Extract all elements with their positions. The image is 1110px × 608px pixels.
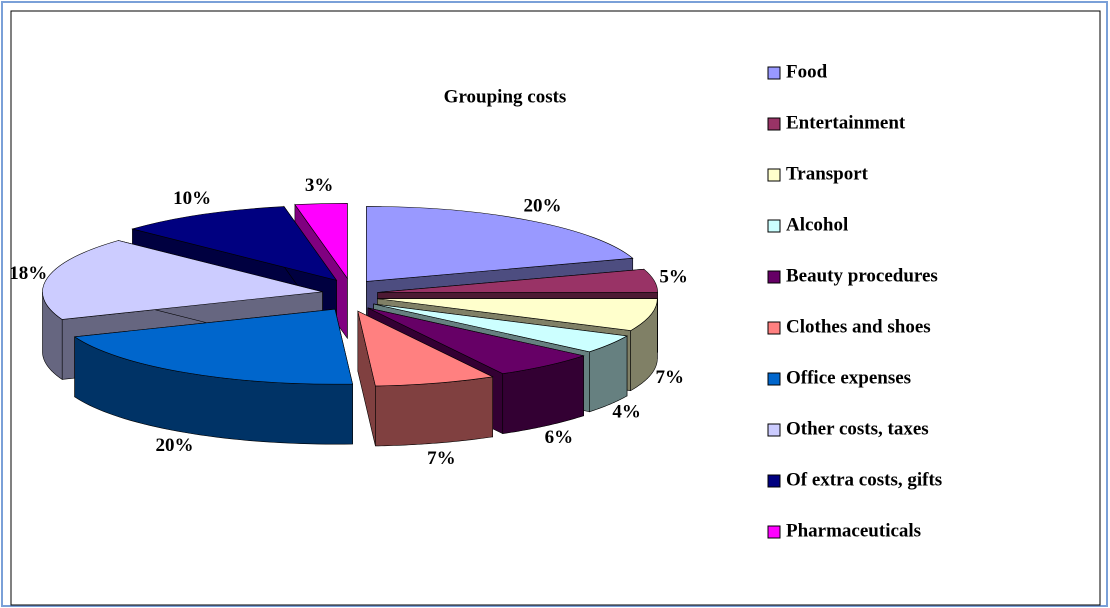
slice-side [375,376,494,447]
slice-top [42,240,323,320]
legend-label: Food [786,61,828,82]
data-label: 20% [155,435,193,456]
legend-swatch [767,219,781,233]
data-label: 7% [427,448,456,469]
slice-top [294,202,348,280]
legend-swatch [767,270,781,284]
legend-swatch [767,423,781,437]
legend-swatch [767,117,781,131]
slice-top [366,206,634,282]
slice-top [357,310,494,387]
slice-top [131,206,338,281]
data-label: 3% [305,175,334,196]
legend-label: Pharmaceuticals [786,520,921,541]
slice [73,308,353,445]
slice-top [367,307,585,374]
legend-swatch [767,372,781,386]
slice-top [377,268,658,293]
legend-label: Office expenses [786,367,911,388]
legend-swatch [767,66,781,80]
data-label: 20% [524,195,562,216]
data-label: 6% [545,427,574,448]
slice-top [377,298,658,331]
legend-label: Clothes and shoes [786,316,931,337]
pie: 20% 5% 7% 4% 6% 7% 20% 18% 10% 3% [9,175,688,469]
slice-top [73,308,353,385]
legend-swatch [767,168,781,182]
legend-swatch [767,474,781,488]
legend-swatch [767,321,781,335]
legend-label: Alcohol [786,214,848,235]
data-label: 5% [659,266,688,287]
legend-label: Other costs, taxes [786,418,929,439]
data-label: 18% [9,263,47,284]
legend-label: Of extra costs, gifts [786,469,942,490]
legend-label: Entertainment [786,112,906,133]
legend-label: Transport [786,163,869,184]
legend: Food Entertainment Transport Alcohol Beauty … [767,61,942,541]
data-label: 4% [612,402,641,423]
slice [357,310,494,447]
chart-title: Grouping costs [444,86,567,107]
data-label: 7% [655,367,684,388]
slice-top [373,303,628,353]
data-label: 10% [173,188,211,209]
legend-swatch [767,525,781,539]
legend-label: Beauty procedures [786,265,938,286]
